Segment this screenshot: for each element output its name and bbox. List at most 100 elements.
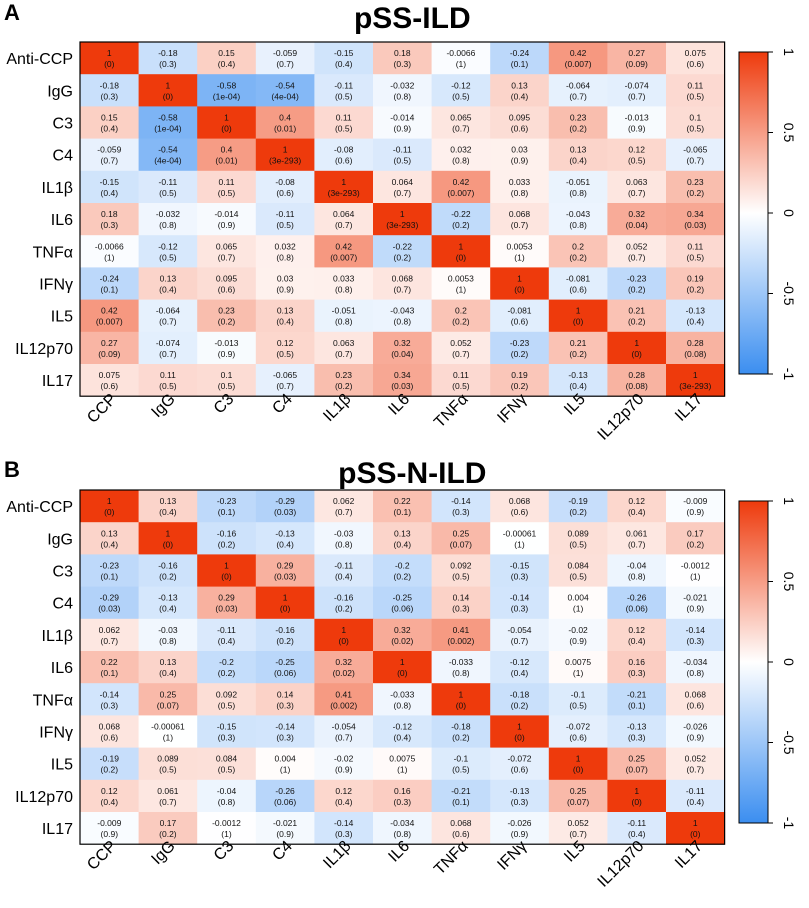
cell-p-value: (0.2) [511, 381, 529, 391]
heatmap-cell: -0.11(0.4) [666, 779, 726, 813]
heatmap-cell-fill [431, 522, 491, 555]
heatmap-cell: -0.014(0.9) [197, 203, 257, 236]
cell-r-value: 1 [224, 561, 229, 571]
heatmap-cell: 0.13(0.4) [255, 299, 315, 333]
heatmap-cell: 0.13(0.4) [80, 522, 140, 555]
heatmap-cell-fill [80, 715, 140, 749]
heatmap-cell-fill [548, 812, 608, 845]
heatmap-cell: 0.13(0.4) [490, 74, 550, 107]
heatmap-cell-fill [138, 74, 198, 107]
heatmap-cell: 0.34(0.03) [373, 364, 433, 397]
heatmap-cell-fill [80, 522, 140, 555]
heatmap-cell: -0.2(0.2) [197, 651, 257, 684]
cell-p-value: (0.7) [159, 317, 177, 327]
cell-r-value: 0.033 [509, 177, 531, 187]
cell-r-value: -0.11 [393, 145, 412, 155]
cell-r-value: -0.16 [334, 593, 354, 603]
heatmap-cell: -0.15(0.4) [314, 42, 374, 75]
cell-p-value: (0.2) [218, 539, 236, 549]
cell-r-value: 0.052 [685, 754, 707, 764]
cell-p-value: (0.2) [452, 317, 470, 327]
heatmap-cell-fill [80, 779, 140, 813]
heatmap-cell: -0.065(0.7) [255, 364, 315, 397]
heatmap-cell: -0.026(0.9) [666, 715, 726, 749]
cell-r-value: 0.15 [218, 48, 235, 58]
cell-r-value: -0.04 [217, 786, 237, 796]
row-label: TNFα [33, 692, 73, 709]
heatmap-cell: -0.051(0.8) [548, 170, 608, 204]
cell-p-value: (0.7) [218, 252, 236, 262]
heatmap-cell: 0.062(0.7) [314, 490, 374, 523]
cell-r-value: 0.13 [160, 496, 177, 506]
cell-p-value: (0.03) [274, 572, 296, 582]
cell-p-value: (0.4) [159, 604, 177, 614]
heatmap-cell-fill [138, 490, 198, 523]
cell-r-value: -0.12 [393, 722, 413, 732]
heatmap-cell: -0.034(0.8) [373, 812, 433, 845]
cell-p-value: (0.007) [96, 317, 123, 327]
cell-r-value: -0.0066 [446, 48, 475, 58]
heatmap-cell-fill [197, 299, 257, 333]
heatmap-cell-fill [490, 74, 550, 107]
heatmap-cell: 0.03(0.9) [490, 138, 550, 172]
cell-r-value: 0.23 [570, 113, 587, 123]
cell-p-value: (0.08) [684, 349, 706, 359]
heatmap-cell-fill [607, 554, 667, 588]
cell-r-value: -0.13 [275, 528, 295, 538]
cell-p-value: (0.8) [569, 188, 587, 198]
cell-r-value: 0.32 [394, 625, 411, 635]
cell-r-value: 0.28 [628, 370, 645, 380]
cell-r-value: -0.0012 [681, 561, 710, 571]
heatmap-cell-fill [80, 106, 140, 140]
cell-r-value: 0.21 [628, 306, 645, 316]
cell-p-value: (0.7) [335, 733, 353, 743]
heatmap-cell: 0.32(0.04) [373, 331, 433, 365]
heatmap-cell: -0.22(0.2) [373, 235, 433, 268]
cell-r-value: -0.034 [390, 818, 414, 828]
cell-r-value: 1 [166, 528, 171, 538]
cell-p-value: (0.7) [687, 765, 705, 775]
heatmap-cell: 0.0075(1) [373, 747, 433, 781]
heatmap-cell-fill [490, 747, 550, 781]
cell-r-value: 0.15 [101, 113, 118, 123]
cell-p-value: (0.9) [628, 124, 646, 134]
heatmap-cell: 0.065(0.7) [197, 235, 257, 268]
heatmap-cell-fill [314, 74, 374, 107]
cell-r-value: -0.14 [451, 496, 471, 506]
cell-p-value: (1e-04) [154, 124, 182, 134]
cell-r-value: 0.075 [99, 370, 121, 380]
heatmap-cell-fill [666, 586, 726, 620]
cell-r-value: -0.08 [334, 145, 354, 155]
heatmap-cell-fill [431, 812, 491, 845]
cell-p-value: (0.7) [452, 124, 470, 134]
heatmap-cell-fill [373, 106, 433, 140]
cell-r-value: -0.14 [275, 722, 295, 732]
heatmap-cell-fill [548, 683, 608, 716]
heatmap-cell: 0.068(0.6) [80, 715, 140, 749]
heatmap-cell: 0.28(0.08) [607, 364, 667, 397]
heatmap-cell: 0.064(0.7) [314, 203, 374, 236]
cell-r-value: -0.25 [393, 593, 413, 603]
cell-r-value: 0.095 [216, 274, 238, 284]
row-label: IFNγ [39, 725, 73, 742]
heatmap-cell-fill [138, 235, 198, 268]
heatmap-cell-fill [314, 138, 374, 172]
heatmap-cell-fill [431, 42, 491, 75]
heatmap-cell: 0.27(0.09) [607, 42, 667, 75]
heatmap-cell: -0.23(0.1) [80, 554, 140, 588]
heatmap-cell-fill [548, 138, 608, 172]
heatmap-cell: -0.21(0.1) [607, 683, 667, 716]
heatmap-cell: 0.068(0.6) [666, 683, 726, 716]
heatmap-cell-fill [431, 138, 491, 172]
cell-r-value: 0.062 [333, 496, 355, 506]
cell-p-value: (0.9) [511, 156, 529, 166]
cell-p-value: (0) [163, 539, 174, 549]
heatmap-cell: -0.18(0.2) [431, 715, 491, 749]
cell-p-value: (0.2) [394, 572, 412, 582]
row-label: C3 [53, 564, 74, 581]
cell-p-value: (0.9) [218, 349, 236, 359]
heatmap-cell-fill [197, 364, 257, 397]
cell-p-value: (0.7) [335, 349, 353, 359]
heatmap-cell-fill [314, 554, 374, 588]
heatmap-cell: -0.18(0.3) [138, 42, 198, 75]
